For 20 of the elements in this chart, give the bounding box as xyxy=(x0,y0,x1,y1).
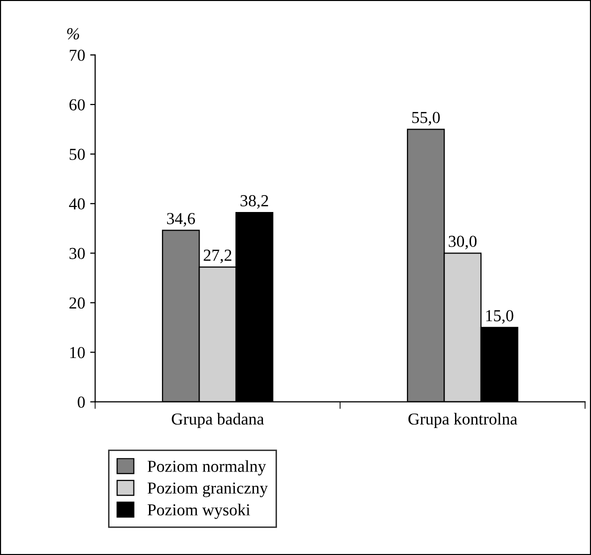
data-label: 38,2 xyxy=(240,195,268,209)
x-tick-label: Grupa kontrolna xyxy=(408,412,518,428)
y-tick-label: 70 xyxy=(70,50,85,61)
y-tick-label: 0 xyxy=(78,396,85,408)
x-tick-label: Grupa badana xyxy=(172,412,264,428)
y-tick-label: 30 xyxy=(70,248,85,260)
data-label: 30,0 xyxy=(448,236,477,250)
y-tick-label: 60 xyxy=(69,99,85,110)
y-tick-label: 10 xyxy=(70,346,85,358)
y-tick-label: 50 xyxy=(70,148,85,160)
y-tick-label: 20 xyxy=(69,297,85,309)
legend-label: Poziom normalny xyxy=(148,460,266,476)
data-label: 27,2 xyxy=(204,250,232,264)
data-label: 55,0 xyxy=(412,112,440,126)
y-axis-title: % xyxy=(67,28,80,40)
y-tick-label: 40 xyxy=(69,198,85,210)
data-label: 15,0 xyxy=(486,310,514,324)
data-label: 34,6 xyxy=(167,213,195,227)
legend-label: Poziom graniczny xyxy=(148,482,268,498)
legend-label: Poziom wysoki xyxy=(148,504,250,519)
